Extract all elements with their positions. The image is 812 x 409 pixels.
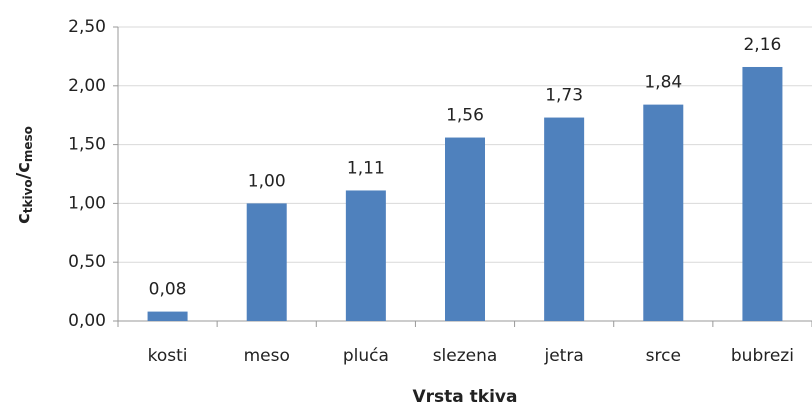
y-tick-label: 1,00 [68, 193, 106, 213]
bar [643, 104, 684, 321]
data-label: 0,08 [149, 280, 187, 300]
bar [345, 190, 386, 321]
y-label-part: c [13, 213, 34, 224]
data-label: 1,00 [248, 171, 286, 191]
data-label: 1,11 [347, 158, 385, 178]
x-tick-label: kosti [148, 346, 188, 366]
bar [246, 203, 287, 321]
y-tick-label: 0,00 [68, 311, 106, 331]
y-label-part: /c [13, 162, 34, 179]
y-tick-label: 2,00 [68, 76, 106, 96]
y-tick-label: 1,50 [68, 135, 106, 155]
x-tick-label: srce [646, 346, 681, 366]
y-axis-label: ctkivo/cmeso [13, 126, 35, 224]
data-label: 1,56 [446, 106, 484, 126]
data-label: 1,84 [644, 73, 682, 93]
bar [742, 66, 783, 321]
bar [445, 137, 485, 321]
data-label: 2,16 [743, 35, 781, 55]
x-tick-label: bubrezi [731, 346, 794, 366]
data-label: 1,73 [545, 86, 583, 106]
x-tick-label: meso [244, 346, 290, 366]
x-tick-label: jetra [544, 346, 584, 366]
bar [544, 117, 585, 321]
x-tick-label: pluća [343, 346, 389, 366]
y-label-part: meso [21, 126, 35, 162]
y-tick-label: 0,50 [68, 252, 106, 272]
y-label-part: tkivo [21, 179, 35, 213]
x-axis-label: Vrsta tkiva [413, 387, 518, 407]
bar [147, 311, 188, 321]
y-tick-label: 2,50 [68, 17, 106, 37]
x-tick-label: slezena [433, 346, 498, 366]
